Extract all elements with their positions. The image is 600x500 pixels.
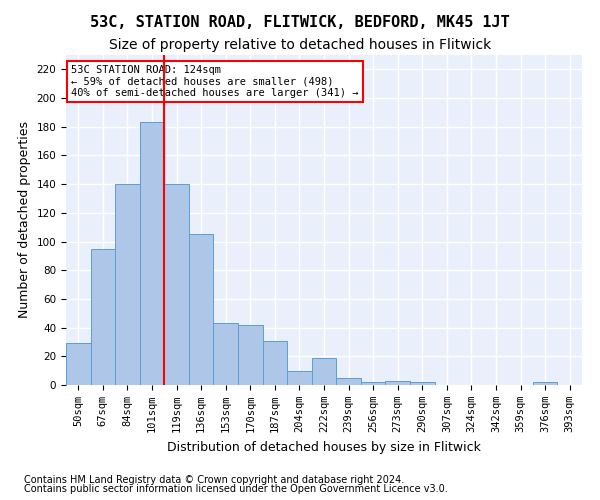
Bar — [214, 324, 238, 385]
Text: 53C STATION ROAD: 124sqm
← 59% of detached houses are smaller (498)
40% of semi-: 53C STATION ROAD: 124sqm ← 59% of detach… — [71, 65, 359, 98]
X-axis label: Distribution of detached houses by size in Flitwick: Distribution of detached houses by size … — [167, 440, 481, 454]
Bar — [533, 382, 557, 385]
Bar — [238, 324, 263, 385]
Bar — [410, 382, 434, 385]
Bar — [91, 248, 115, 385]
Bar — [189, 234, 214, 385]
Bar — [312, 358, 336, 385]
Bar — [164, 184, 189, 385]
Text: Size of property relative to detached houses in Flitwick: Size of property relative to detached ho… — [109, 38, 491, 52]
Bar — [336, 378, 361, 385]
Bar — [66, 344, 91, 385]
Bar — [361, 382, 385, 385]
Text: Contains HM Land Registry data © Crown copyright and database right 2024.: Contains HM Land Registry data © Crown c… — [24, 475, 404, 485]
Y-axis label: Number of detached properties: Number of detached properties — [18, 122, 31, 318]
Text: 53C, STATION ROAD, FLITWICK, BEDFORD, MK45 1JT: 53C, STATION ROAD, FLITWICK, BEDFORD, MK… — [90, 15, 510, 30]
Bar — [263, 340, 287, 385]
Bar — [140, 122, 164, 385]
Bar — [115, 184, 140, 385]
Bar — [385, 380, 410, 385]
Bar — [287, 370, 312, 385]
Text: Contains public sector information licensed under the Open Government Licence v3: Contains public sector information licen… — [24, 484, 448, 494]
